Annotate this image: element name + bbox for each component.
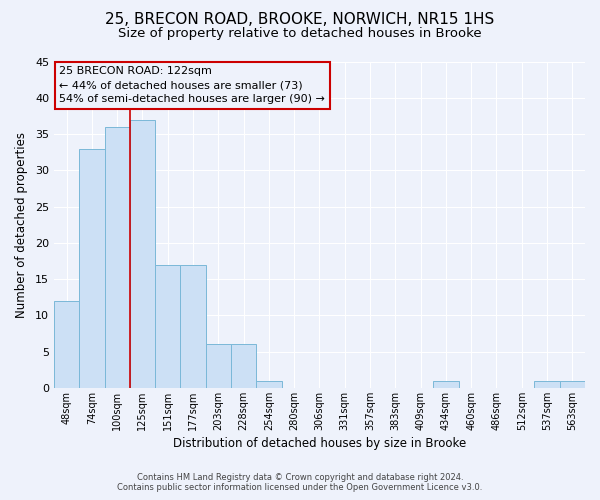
Bar [155,264,181,388]
Bar [79,148,104,388]
Text: Contains HM Land Registry data © Crown copyright and database right 2024.
Contai: Contains HM Land Registry data © Crown c… [118,473,482,492]
Bar [256,380,281,388]
Bar [560,380,585,388]
Bar [535,380,560,388]
Bar [206,344,231,388]
Bar [181,264,206,388]
Text: 25 BRECON ROAD: 122sqm
← 44% of detached houses are smaller (73)
54% of semi-det: 25 BRECON ROAD: 122sqm ← 44% of detached… [59,66,325,104]
Bar [54,301,79,388]
Text: 25, BRECON ROAD, BROOKE, NORWICH, NR15 1HS: 25, BRECON ROAD, BROOKE, NORWICH, NR15 1… [106,12,494,28]
Text: Size of property relative to detached houses in Brooke: Size of property relative to detached ho… [118,28,482,40]
Y-axis label: Number of detached properties: Number of detached properties [15,132,28,318]
Bar [231,344,256,388]
X-axis label: Distribution of detached houses by size in Brooke: Distribution of detached houses by size … [173,437,466,450]
Bar [130,120,155,388]
Bar [433,380,458,388]
Bar [104,127,130,388]
